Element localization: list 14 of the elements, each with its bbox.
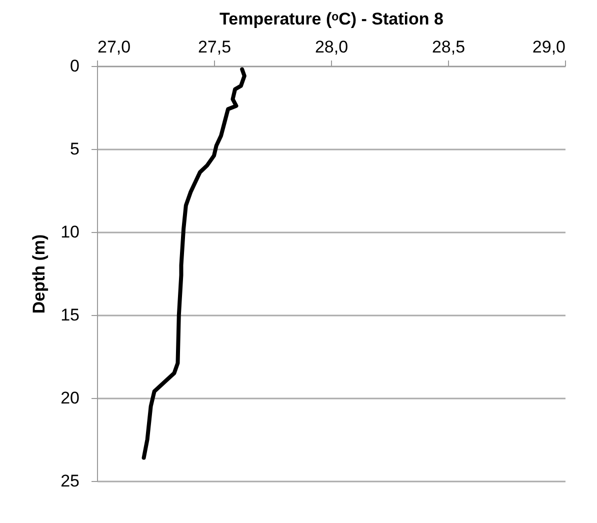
- line-series: [142, 67, 246, 460]
- y-tick-label: 15: [60, 306, 80, 324]
- x-tick-label: 27,5: [198, 38, 232, 56]
- y-tick-label: 20: [60, 388, 80, 408]
- x-tick-label: 28,5: [432, 38, 466, 56]
- y-tick-label: 0: [70, 56, 80, 76]
- x-tick-label: 27,0: [98, 38, 131, 56]
- y-tick-label: 25: [60, 472, 80, 490]
- x-tick-label: 29,0: [532, 38, 566, 56]
- y-tick-label: 5: [70, 140, 80, 158]
- x-tick-label: 28,0: [314, 38, 348, 56]
- x-axis-title: Temperature (ᵒC) - Station 8: [220, 10, 444, 28]
- y-axis-title: Depth (m): [30, 234, 49, 314]
- y-tick-label: 10: [60, 222, 80, 242]
